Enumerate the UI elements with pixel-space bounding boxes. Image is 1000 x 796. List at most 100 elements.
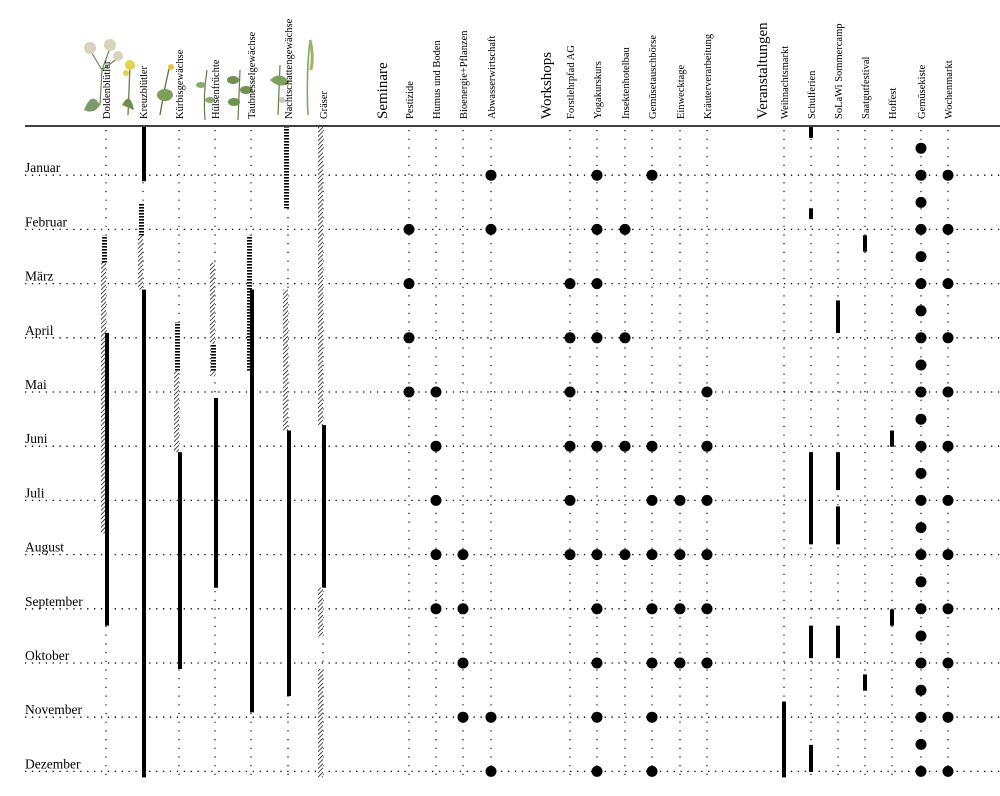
bar-doldenbluetler-solid [105,332,109,626]
dot-humus-und-boden-september [430,603,442,615]
bar-kuerbisgewaechse-hatched [174,370,179,453]
bar-graeser-hatched [318,587,323,637]
dot-forstlehrpfad-ag-mai [564,386,576,398]
bar-doldenbluetler-hatched [101,332,106,534]
month-label-juli: Juli [25,485,45,500]
dot-kraeuterverarbeitung-oktober [701,657,713,669]
dot-gemuesekiste-januar [915,169,927,181]
span-hoffest [890,430,894,447]
plant-illustrations [84,39,314,121]
dot-gemuesekiste-september [915,603,927,615]
dot-bioenergie-pflanzen-november [457,711,469,723]
dot-gemuesetauschboerse-juli [646,494,658,506]
dot-humus-und-boden-august [430,549,442,561]
bar-graeser-hatched [318,127,323,426]
item-header-humus-und-boden: Humus und Boden [432,40,443,120]
dot-einwecktage-august [674,549,686,561]
bar-kreuzbluetler-hatched [138,235,143,290]
dot-wochenmarkt-mai [942,386,954,398]
dot-yogakurskurs-september [591,603,603,615]
bar-huelsenfruechte-dotted [211,343,216,371]
dot-bioenergie-pflanzen-oktober [457,657,469,669]
span-schulferien [809,452,813,545]
dot-pestizide-maerz [403,278,415,290]
item-header-kraeuterverarbeitung: Kräuterverarbeitung [703,33,714,119]
span-solawi-sommercamp [836,452,840,491]
month-label-november: November [25,702,82,717]
dot-gemuesekiste-mid-juni [915,413,927,425]
bar-kreuzbluetler-solid [142,127,146,182]
bar-graeser-solid [322,425,326,588]
dot-gemuesekiste-februar [915,223,927,235]
span-schulferien [809,625,813,659]
bar-kreuzbluetler-dotted [139,202,144,236]
dot-gemuesekiste-mid-april [915,305,927,317]
plant-header-doldenbluetler: Doldenblütler [102,60,113,119]
dot-gemuesekiste-maerz [915,278,927,290]
cucurbit-illustration [157,64,174,116]
dot-gemuesekiste-mid-november [915,684,927,696]
dot-gemuesekiste-mid-august [915,522,927,534]
dot-pestizide-februar [403,223,415,235]
plant-header-nachtschattengewaechse: Nachtschattengewächse [284,18,295,119]
item-header-insektenhotelbau: Insektenhotelbau [621,47,632,119]
dot-kraeuterverarbeitung-juni [701,440,713,452]
dot-abwasserwirtschaft-dezember [485,765,497,777]
bar-kreuzbluetler-solid [142,289,146,778]
bar-doldenbluetler-hatched [101,262,106,333]
dot-gemuesekiste-mid-juli [915,467,927,479]
month-label-juni: Juni [25,431,48,446]
group-title-workshops: Workshops [539,52,555,119]
item-header-pestizide: Pestizide [405,81,416,119]
dot-gemuesekiste-mid-januar [915,142,927,154]
dot-gemuesetauschboerse-september [646,603,658,615]
dot-yogakurskurs-april [591,332,603,344]
column-headers: Doldenblütler Kreuzblütler Kürbisgewächse H… [102,18,955,119]
group-title-veranstaltungen: Veranstaltungen [755,22,771,119]
dot-yogakurskurs-dezember [591,765,603,777]
item-header-yogakurskurs: Yogakurskurs [593,61,604,119]
dot-forstlehrpfad-ag-april [564,332,576,344]
dot-gemuesekiste-mid-mai [915,359,927,371]
span-solawi-sommercamp [836,625,840,659]
dot-forstlehrpfad-ag-juli [564,494,576,506]
dot-gemuesetauschboerse-oktober [646,657,658,669]
plant-header-taubnesselgewaechse: Taubnesselgewächse [247,31,258,119]
dot-wochenmarkt-juli [942,494,954,506]
dot-pestizide-mai [403,386,415,398]
span-solawi-sommercamp [836,300,840,333]
dot-gemuesekiste-mid-dezember [915,738,927,750]
dot-gemuesekiste-juli [915,494,927,506]
dot-wochenmarkt-august [942,549,954,561]
item-header-bioenergie-pflanzen: Bioenergie+Pflanzen [459,30,470,119]
dot-gemuesekiste-april [915,332,927,344]
dot-gemuesekiste-mid-oktober [915,630,927,642]
dot-insektenhotelbau-februar [619,223,631,235]
plant-header-graeser: Gräser [319,91,330,119]
span-saatgutfestival [863,235,867,252]
dot-forstlehrpfad-ag-juni [564,440,576,452]
span-hoffest [890,609,894,626]
dot-gemuesetauschboerse-august [646,549,658,561]
bar-huelsenfruechte-solid [214,398,218,588]
dot-insektenhotelbau-juni [619,440,631,452]
dot-yogakurskurs-maerz [591,278,603,290]
dot-gemuesekiste-juni [915,440,927,452]
dot-yogakurskurs-november [591,711,603,723]
plant-header-kreuzbluetler: Kreuzblütler [139,65,150,119]
dot-yogakurskurs-juni [591,440,603,452]
dot-gemuesekiste-mid-september [915,576,927,588]
month-label-januar: Januar [25,160,61,175]
dot-gemuesekiste-mai [915,386,927,398]
item-header-gemuesekiste: Gemüsekiste [917,64,928,119]
dot-abwasserwirtschaft-februar [485,223,497,235]
dot-humus-und-boden-mai [430,386,442,398]
month-label-oktober: Oktober [25,648,70,663]
span-schulferien [809,208,813,220]
dot-einwecktage-juli [674,494,686,506]
month-label-mai: Mai [25,377,47,392]
month-label-maerz: März [25,269,53,284]
dot-wochenmarkt-maerz [942,278,954,290]
dot-gemuesetauschboerse-dezember [646,765,658,777]
dot-wochenmarkt-november [942,711,954,723]
